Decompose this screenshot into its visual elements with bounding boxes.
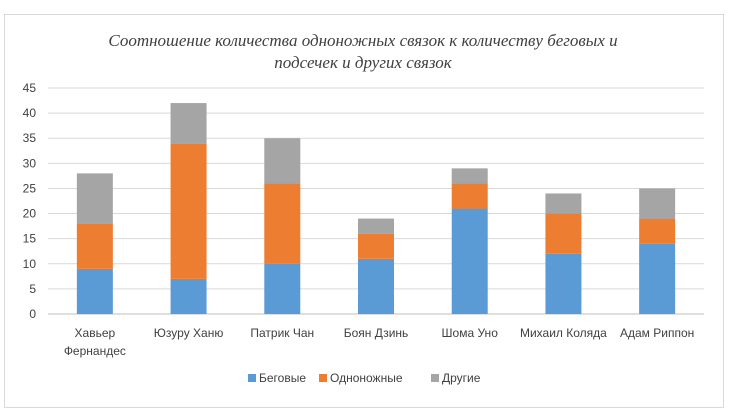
y-tick-label: 30 [23, 156, 37, 170]
y-tick-label: 20 [23, 207, 37, 221]
bar-odnonozhnye [358, 233, 394, 259]
bar-drugie [545, 193, 582, 214]
y-axis-tick-labels: 0 5 10 15 20 25 30 35 40 45 [23, 81, 37, 321]
bar-odnonozhnye [451, 183, 488, 209]
bars [76, 103, 676, 314]
legend-label: Беговые [259, 371, 306, 385]
gridlines [48, 87, 704, 315]
category-label: Боян Дзинь [344, 326, 409, 340]
chart-frame [4, 14, 724, 408]
bar-odnonozhnye [545, 213, 582, 254]
bar-begovye [639, 243, 676, 314]
chart-title-line-2: подсечек и других связок [274, 53, 452, 72]
y-tick-label: 5 [29, 282, 36, 296]
bar-odnonozhnye [170, 143, 207, 279]
y-tick-label: 35 [23, 131, 37, 145]
legend: Беговые Одноножные Другие [248, 371, 481, 385]
legend-swatch [319, 374, 327, 382]
bar-drugie [451, 168, 488, 184]
category-label: Адам Риппон [620, 326, 694, 340]
legend-swatch [248, 374, 256, 382]
chart-title: Соотношение количества одноножных связок… [108, 31, 617, 72]
category-label: Патрик Чан [250, 326, 314, 340]
bar-drugie [639, 188, 676, 219]
legend-label: Другие [442, 371, 481, 385]
bar-drugie [264, 138, 301, 184]
category-label: Хавьер [75, 326, 116, 340]
category-label: Шома Уно [442, 326, 499, 340]
bar-drugie [76, 173, 113, 224]
bar-begovye [358, 258, 394, 314]
y-tick-label: 25 [23, 181, 37, 195]
y-tick-label: 0 [29, 307, 36, 321]
bar-begovye [170, 278, 207, 314]
chart-title-line-1: Соотношение количества одноножных связок… [108, 31, 617, 50]
bar-begovye [76, 268, 113, 314]
bar-odnonozhnye [76, 223, 113, 269]
bar-drugie [170, 103, 207, 144]
x-axis-category-labels: Хавьер Фернандес Юзуру Ханю Патрик Чан Боян … [64, 326, 694, 358]
bar-odnonozhnye [639, 218, 676, 244]
y-tick-label: 10 [23, 257, 37, 271]
bar-begovye [451, 208, 488, 314]
category-label: Фернандес [64, 344, 126, 358]
category-label: Юзуру Ханю [154, 326, 224, 340]
bar-begovye [545, 253, 582, 314]
legend-label: Одноножные [330, 371, 403, 385]
legend-swatch [431, 374, 439, 382]
y-tick-label: 15 [23, 232, 37, 246]
bar-begovye [264, 263, 301, 314]
category-label: Михаил Коляда [520, 326, 607, 340]
y-tick-label: 40 [23, 106, 37, 120]
bar-drugie [358, 218, 394, 234]
bar-odnonozhnye [264, 183, 301, 264]
y-tick-label: 45 [23, 81, 37, 95]
